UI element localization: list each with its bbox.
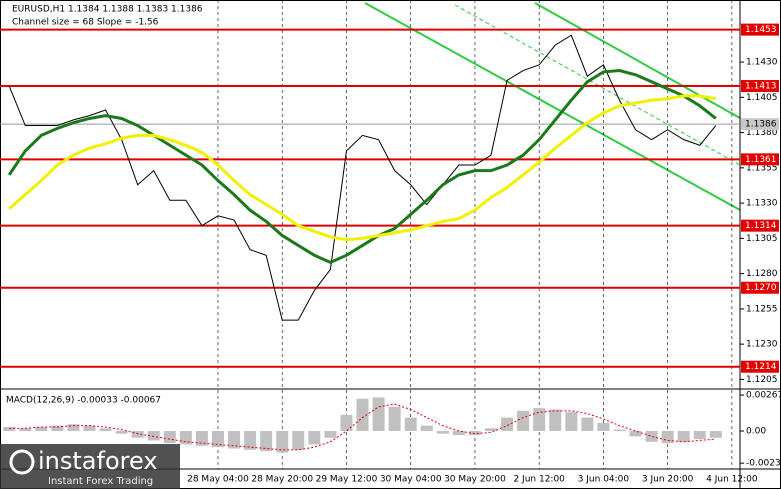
x-tick-label: 3 Jun 20:00 <box>642 475 694 485</box>
macd-bar <box>677 431 690 442</box>
macd-bar <box>83 425 96 432</box>
macd-bar <box>613 429 626 432</box>
macd-bar <box>565 412 578 432</box>
level-label: 1.1361 <box>745 155 777 165</box>
x-tick-label: 2 Jun 12:00 <box>513 475 565 485</box>
macd-bar <box>324 431 337 438</box>
y-tick-label: -0.00239 <box>746 459 781 469</box>
macd-bar <box>452 431 465 436</box>
level-label: 1.1214 <box>745 362 777 372</box>
macd-bar <box>693 431 706 440</box>
channel-mid <box>454 4 741 166</box>
logo: instaforex Instant Forex Trading <box>0 444 180 489</box>
macd-bar <box>340 414 353 432</box>
macd-bar <box>292 431 305 450</box>
level-label: 1.1314 <box>745 221 777 231</box>
macd-bar <box>629 431 642 437</box>
macd-bar <box>645 431 658 442</box>
chart-title: EURUSD,H1 1.1384 1.1388 1.1383 1.1386 <box>12 5 203 15</box>
macd-bar <box>501 417 514 432</box>
macd-bar <box>67 424 80 432</box>
macd-bar <box>420 425 433 432</box>
macd-title: MACD(12,26,9) -0.00033 -0.00067 <box>6 396 161 406</box>
channel-line <box>534 2 741 119</box>
level-box <box>741 281 779 294</box>
y-tick-label: 1.1205 <box>746 375 778 385</box>
current-price-box <box>741 118 779 131</box>
y-tick-label: 1.1255 <box>746 304 778 314</box>
macd-bar <box>51 425 64 432</box>
y-tick-label: 1.1305 <box>746 234 778 244</box>
macd-bar <box>436 431 449 434</box>
price-line <box>8 34 717 321</box>
macd-bar <box>517 410 530 432</box>
macd-bar <box>533 408 546 432</box>
level-label: 1.1270 <box>745 283 777 293</box>
macd-bar <box>179 431 192 445</box>
macd-bar <box>3 426 16 432</box>
level-label: 1.1453 <box>745 25 777 35</box>
macd-bar <box>709 431 722 438</box>
macd-bar <box>356 398 369 432</box>
macd-bar <box>661 431 674 444</box>
macd-bar <box>19 428 32 432</box>
x-tick-label: 3 Jun 04:00 <box>578 475 630 485</box>
logo-bg <box>0 444 180 489</box>
y-tick-label: 1.1330 <box>746 199 778 209</box>
y-tick-label: 0.00 <box>746 427 766 437</box>
level-box <box>741 80 779 93</box>
y-tick-label: 1.1230 <box>746 340 778 350</box>
logo-icon <box>9 449 35 475</box>
macd-bar <box>468 431 481 436</box>
channel <box>364 2 741 211</box>
logo-tagline: Instant Forex Trading <box>48 476 153 487</box>
x-tick-label: 4 Jun 12:00 <box>706 475 758 485</box>
macd-bar <box>228 431 241 449</box>
y-tick-label: 1.1380 <box>746 128 778 138</box>
y-tick-label: 0.00267 <box>746 391 781 401</box>
y-tick-label: 1.1405 <box>746 93 778 103</box>
level-label: 1.1413 <box>745 82 777 92</box>
macd-bar <box>581 417 594 432</box>
logo-name: instaforex <box>38 447 158 475</box>
macd-bar <box>388 406 401 432</box>
macd-bar <box>244 431 257 450</box>
macd-bar <box>372 397 385 432</box>
x-tick-label: 30 May 20:00 <box>444 475 506 485</box>
level-box <box>741 360 779 373</box>
macd-bar <box>597 422 610 432</box>
price-line <box>8 94 717 242</box>
macd-bar <box>549 409 562 432</box>
macd-bar <box>99 428 112 432</box>
x-tick-label: 28 May 20:00 <box>251 475 313 485</box>
macd-bar <box>485 428 497 432</box>
macd-bar <box>147 431 160 441</box>
y-tick-label: 1.1355 <box>746 163 778 173</box>
channel-line <box>364 2 741 211</box>
macd-bar <box>308 431 321 445</box>
level-box <box>741 219 779 232</box>
x-tick-label: 28 May 04:00 <box>187 475 249 485</box>
current-price-label: 1.1386 <box>745 120 777 130</box>
macd-bar <box>195 431 208 446</box>
macd-bar <box>276 431 289 453</box>
macd-bar <box>35 426 48 432</box>
macd-bar <box>115 431 128 434</box>
macd-bar <box>131 431 144 438</box>
macd-bar <box>404 417 417 432</box>
signal-line <box>9 403 716 451</box>
x-tick-label: 30 May 04:00 <box>380 475 442 485</box>
y-tick-label: 1.1430 <box>746 58 778 68</box>
macd-bar <box>260 431 273 452</box>
price-line <box>7 69 717 264</box>
y-tick-label: 1.1280 <box>746 269 778 279</box>
macd-bar <box>163 431 176 444</box>
x-tick-label: 29 May 12:00 <box>316 475 378 485</box>
level-box <box>741 153 779 166</box>
macd-bar <box>211 431 224 448</box>
level-box <box>741 23 779 36</box>
chart-subtitle: Channel size = 68 Slope = -1.56 <box>12 18 159 28</box>
